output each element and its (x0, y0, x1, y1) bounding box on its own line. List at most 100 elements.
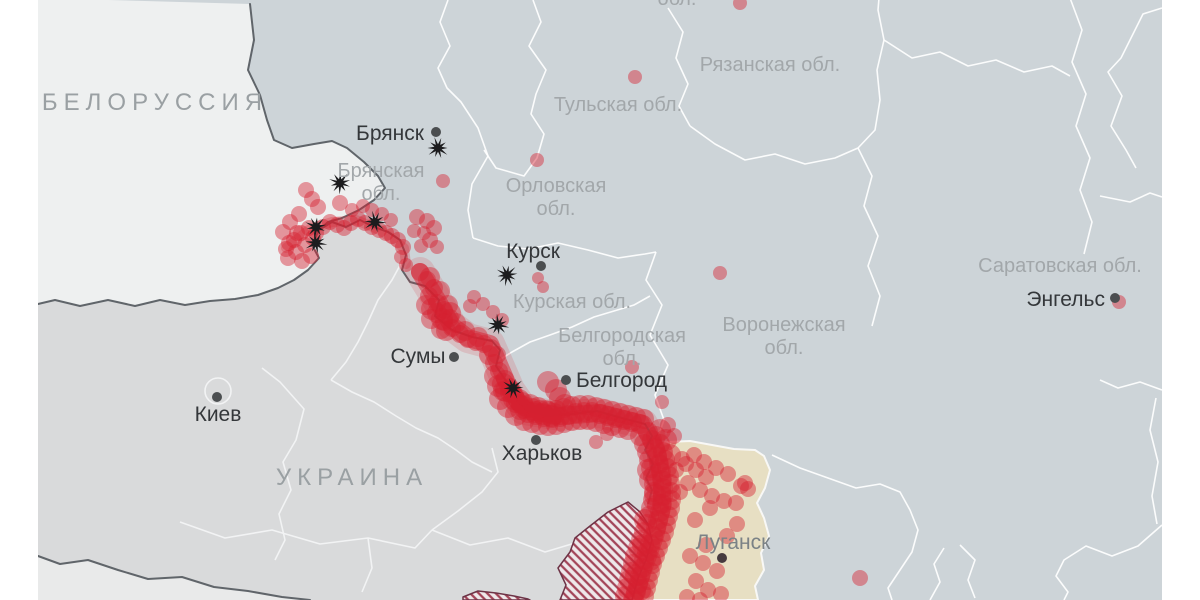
strike-dot (594, 414, 614, 434)
strike-dot (643, 466, 663, 486)
front-line (643, 423, 655, 505)
strike-dot (527, 397, 549, 419)
strike-dot (286, 232, 302, 248)
strike-dot (696, 454, 712, 470)
strike-dot (619, 570, 639, 590)
strike-dot (642, 430, 662, 450)
strike-dot (640, 534, 660, 554)
city-dot-kursk (536, 261, 546, 271)
strike-dot (489, 388, 511, 410)
strike-dot (626, 582, 646, 600)
strike-dot (680, 475, 696, 491)
oblast-border-line (1107, 7, 1163, 169)
strike-dot (728, 495, 744, 511)
region-label: Брянская (337, 160, 424, 182)
strike-dot (421, 298, 443, 320)
strike-dot (420, 267, 440, 287)
strike-dot (384, 228, 400, 244)
strike-dot (713, 586, 729, 600)
strike-dot (615, 586, 635, 600)
strike-dot (436, 174, 450, 188)
strike-dot (546, 415, 566, 435)
strike-dot (708, 460, 724, 476)
city-label-engels: Энгельс (1026, 288, 1105, 311)
strike-dot (598, 406, 618, 426)
strike-dot (716, 493, 732, 509)
strike-dot (643, 490, 663, 510)
strike-dot (702, 500, 718, 516)
city-dot-kyiv (212, 392, 222, 402)
strike-dot (519, 394, 541, 416)
strike-dot (625, 360, 639, 374)
strike-dot (350, 211, 366, 227)
strike-dot (651, 530, 671, 550)
oblast-border-line (437, 0, 489, 239)
strike-dot (487, 375, 509, 397)
strike-dot (485, 354, 503, 372)
strike-dot (524, 401, 546, 423)
strike-dot (428, 294, 446, 312)
oblast-border-line (771, 454, 919, 600)
strike-dot (484, 365, 506, 387)
strike-dot (378, 225, 394, 241)
strike-dot (686, 447, 702, 463)
strike-dot (394, 250, 408, 264)
oblast-border-line (883, 39, 1071, 77)
strike-dot (511, 394, 529, 412)
strike-dot (672, 484, 688, 500)
oblast-border-line (330, 257, 405, 381)
strike-dot (530, 153, 544, 167)
strike-dot (574, 402, 594, 422)
strike-dot (632, 534, 654, 556)
explosion-icon (487, 313, 510, 335)
strike-dot (622, 412, 642, 432)
strike-dot (546, 400, 566, 420)
strike-dot (496, 370, 514, 388)
strike-dot (637, 442, 657, 462)
strike-dot (640, 562, 660, 582)
strike-dot (649, 454, 669, 474)
strike-dot (505, 404, 527, 426)
strike-dot (624, 590, 644, 600)
oblast-border-line (483, 0, 547, 177)
strike-dot (625, 546, 645, 566)
strike-dot (275, 224, 291, 240)
strike-dot (618, 420, 638, 440)
strike-dot (545, 379, 567, 401)
strike-dot (530, 415, 550, 435)
strike-dot (636, 578, 656, 598)
strike-band (411, 263, 671, 600)
strike-dot (503, 388, 525, 410)
strike-dot (278, 241, 294, 257)
oblast-border-line (857, 147, 881, 327)
strike-dot (700, 582, 716, 598)
strike-dot (310, 199, 326, 215)
strike-dot (558, 405, 578, 425)
strike-dot (566, 403, 586, 423)
strike-dot (390, 232, 406, 248)
region-label: обл. (362, 183, 401, 205)
region-label: обл. (765, 337, 804, 359)
oblast-border-line (204, 377, 232, 405)
strike-dot (356, 199, 370, 213)
strike-dot (641, 458, 661, 478)
oblast-border-line (645, 251, 669, 438)
country-border-line (37, 229, 320, 307)
explosion-icon (305, 231, 328, 254)
region-label: обл. (537, 198, 576, 220)
strike-dot (589, 435, 603, 449)
strike-dot (629, 579, 651, 600)
strike-dot (435, 313, 453, 331)
city-dot-lugansk (717, 553, 727, 563)
strike-dot (659, 444, 681, 466)
strike-dot (476, 297, 490, 311)
city-label-kursk: Курск (506, 240, 561, 263)
strike-dot (733, 478, 749, 494)
strike-dot (425, 279, 443, 297)
strike-dot (586, 412, 606, 432)
strike-dot (543, 403, 565, 425)
strike-dot (661, 482, 681, 502)
strike-dot (679, 589, 695, 600)
strike-dot (644, 484, 666, 506)
strike-dot (655, 429, 677, 451)
